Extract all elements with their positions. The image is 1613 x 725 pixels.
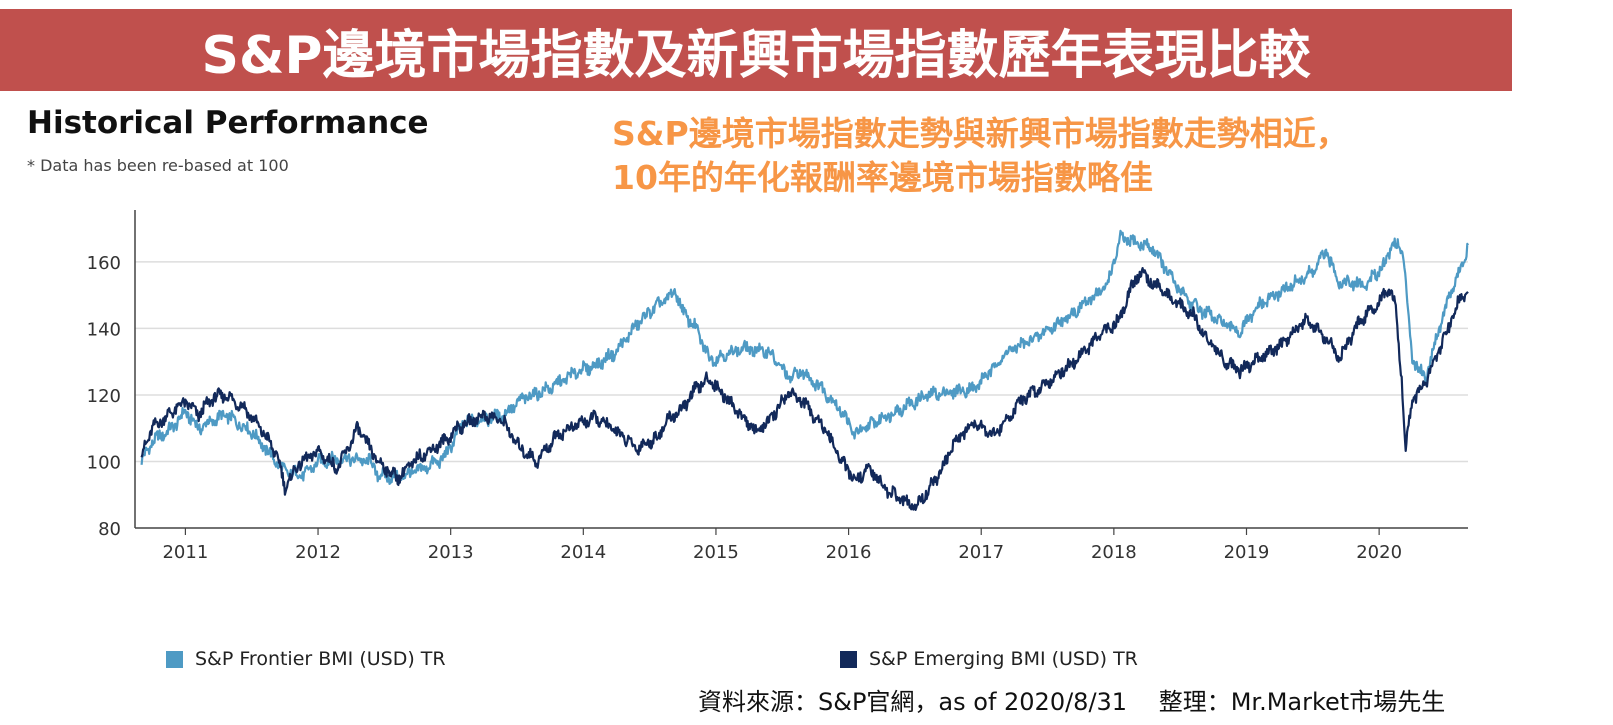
y-tick-label-140: 140 (87, 319, 121, 340)
x-tick-label-2013: 2013 (428, 542, 474, 563)
x-tick-label-2011: 2011 (162, 542, 208, 563)
y-tick-label-100: 100 (87, 452, 121, 473)
annotation-line-2: 10年的年化報酬率邊境市場指數略佳 (612, 158, 1153, 197)
chart-annotation: S&P邊境市場指數走勢與新興市場指數走勢相近， 10年的年化報酬率邊境市場指數略… (612, 112, 1349, 200)
page-title: S&P邊境市場指數及新興市場指數歷年表現比較 (201, 25, 1311, 86)
x-tick-label-2014: 2014 (560, 542, 606, 563)
chart-rebase-note: * Data has been re-based at 100 (27, 156, 289, 175)
x-tick-label-2019: 2019 (1224, 542, 1270, 563)
legend-item-frontier: S&P Frontier BMI (USD) TR (166, 648, 446, 670)
series-line-frontier (140, 229, 1469, 485)
x-tick-label-2012: 2012 (295, 542, 341, 563)
series-line-emerging (140, 267, 1469, 511)
legend-swatch-emerging (840, 650, 857, 668)
y-tick-label-120: 120 (87, 386, 121, 407)
title-banner: S&P邊境市場指數及新興市場指數歷年表現比較 (0, 9, 1512, 91)
annotation-line-1: S&P邊境市場指數走勢與新興市場指數走勢相近， (612, 114, 1349, 153)
source-note: 資料來源：S&P官網，as of 2020/8/31 整理：Mr.Market市… (698, 688, 1446, 716)
legend-label-frontier: S&P Frontier BMI (USD) TR (195, 648, 446, 670)
x-tick-label-2018: 2018 (1091, 542, 1137, 563)
legend-label-emerging: S&P Emerging BMI (USD) TR (869, 648, 1138, 670)
x-tick-label-2015: 2015 (693, 542, 739, 563)
x-tick-label-2020: 2020 (1356, 542, 1402, 563)
chart-heading: Historical Performance (27, 105, 429, 141)
y-tick-label-80: 80 (98, 519, 121, 540)
y-tick-label-160: 160 (87, 253, 121, 274)
x-tick-label-2016: 2016 (826, 542, 872, 563)
legend-swatch-frontier (166, 650, 183, 668)
legend-item-emerging: S&P Emerging BMI (USD) TR (840, 648, 1138, 670)
x-tick-label-2017: 2017 (958, 542, 1004, 563)
